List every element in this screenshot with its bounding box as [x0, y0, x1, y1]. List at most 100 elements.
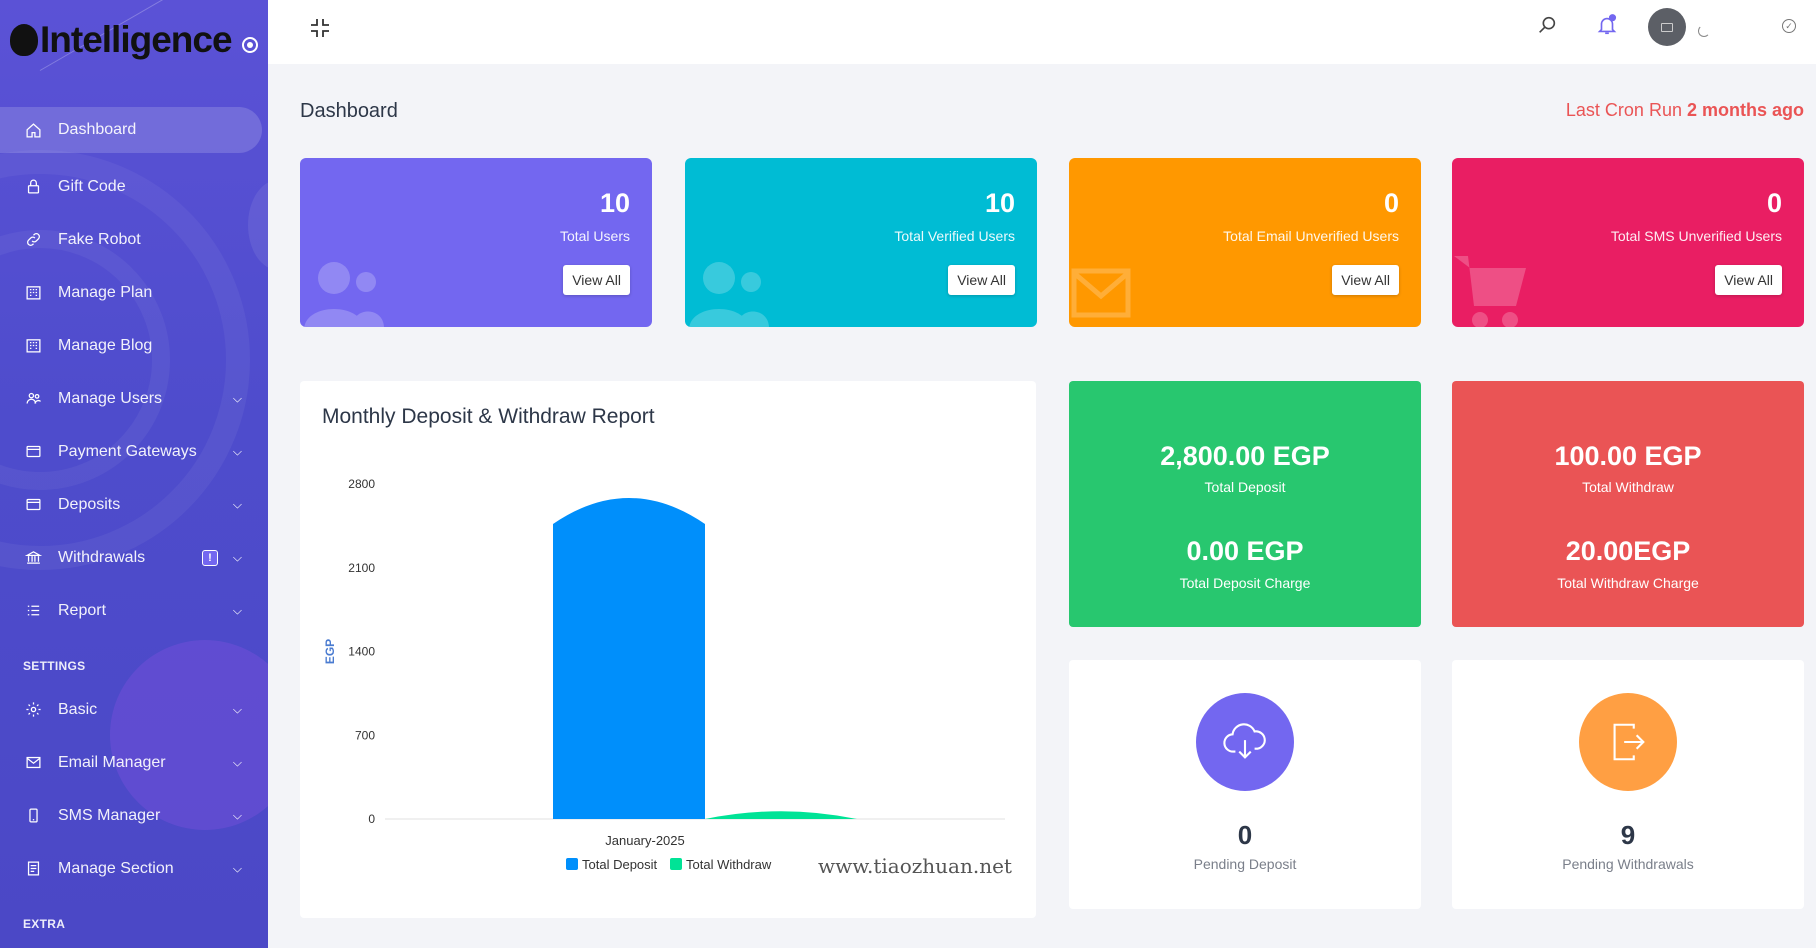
bar-total-withdraw	[705, 811, 857, 819]
topbar: ✓	[268, 0, 1816, 64]
view-all-button[interactable]: View All	[1715, 265, 1782, 295]
user-menu-chevron-icon[interactable]: ✓	[1782, 19, 1796, 33]
withdraw-charge-value: 20.00EGP	[1565, 536, 1691, 566]
chevron-down-icon: ⌵	[232, 391, 242, 405]
avatar-image-icon	[1661, 22, 1673, 32]
stat-card-sms-unverified: 0 Total SMS Unverified Users View All	[1452, 158, 1804, 327]
y-tick-label: 700	[355, 728, 375, 742]
apple-logo-icon	[10, 24, 38, 56]
cron-label: Last Cron Run	[1565, 100, 1682, 120]
sidebar-item-sms-manager[interactable]: SMS Manager ⌵	[0, 789, 268, 842]
cloud-download-icon	[1196, 693, 1294, 791]
card-icon	[24, 443, 42, 461]
document-icon	[24, 860, 42, 878]
deposit-charge-label: Total Deposit Charge	[1179, 575, 1311, 591]
sidebar-item-label: Manage Blog	[58, 336, 153, 354]
total-withdraw-value: 100.00 EGP	[1554, 441, 1702, 471]
total-deposit-value: 2,800.00 EGP	[1160, 441, 1330, 471]
cart-icon	[1454, 256, 1526, 327]
view-all-button[interactable]: View All	[1332, 265, 1399, 295]
bell-icon[interactable]	[1596, 14, 1618, 36]
x-tick-label: January-2025	[605, 833, 685, 848]
sidebar-item-payment-gateways[interactable]: Payment Gateways ⌵	[0, 425, 268, 478]
view-all-button[interactable]: View All	[948, 265, 1015, 295]
stat-label: Total SMS Unverified Users	[1610, 228, 1782, 244]
sidebar-decoration	[248, 180, 268, 270]
chart-title: Monthly Deposit & Withdraw Report	[322, 405, 655, 428]
sidebar-item-label: Report	[58, 601, 107, 619]
sidebar-decoration	[110, 640, 268, 830]
pending-withdrawals-label: Pending Withdrawals	[1562, 856, 1694, 872]
sidebar-toggle-icon[interactable]	[241, 37, 258, 53]
sidebar: Intelligence Dashboard Gift Code Fake Ro…	[0, 0, 268, 948]
sidebar-item-label: Manage Section	[58, 859, 174, 877]
avatar[interactable]	[1648, 8, 1686, 46]
pending-withdrawals-card[interactable]: 9 Pending Withdrawals	[1452, 660, 1804, 909]
users-icon	[304, 262, 384, 327]
sidebar-item-withdrawals[interactable]: Withdrawals ! ⌵	[0, 531, 268, 584]
building-icon	[24, 337, 42, 355]
sidebar-item-label: Fake Robot	[58, 230, 141, 248]
pending-deposit-card[interactable]: 0 Pending Deposit	[1069, 660, 1421, 909]
brand-logo[interactable]: Intelligence	[10, 16, 258, 64]
chevron-down-icon: ⌵	[232, 497, 242, 511]
deposit-withdraw-chart: 0 700 1400 2100 2800 EGP January-2025 Total Dep…	[323, 477, 1005, 872]
sidebar-item-email-manager[interactable]: Email Manager ⌵	[0, 736, 268, 789]
legend-swatch	[566, 858, 578, 870]
sidebar-item-label: Manage Plan	[58, 283, 153, 301]
deposit-charge-value: 0.00 EGP	[1186, 536, 1304, 566]
y-tick-label: 0	[368, 812, 375, 826]
link-icon	[24, 231, 42, 249]
sidebar-item-gift-code[interactable]: Gift Code	[0, 160, 268, 213]
sidebar-item-fake-robot[interactable]: Fake Robot	[0, 213, 268, 266]
y-axis-label: EGP	[323, 639, 337, 664]
users-icon	[689, 262, 769, 327]
stat-card-verified-users: 10 Total Verified Users View All	[685, 158, 1037, 327]
sidebar-item-report[interactable]: Report ⌵	[0, 584, 268, 637]
chevron-down-icon: ⌵	[232, 702, 242, 716]
sidebar-item-label: SMS Manager	[58, 806, 161, 824]
chevron-down-icon: ⌵	[232, 603, 242, 617]
sidebar-item-manage-users[interactable]: Manage Users ⌵	[0, 372, 268, 425]
view-all-button[interactable]: View All	[563, 265, 630, 295]
chevron-down-icon: ⌵	[232, 808, 242, 822]
home-icon	[24, 121, 42, 139]
stat-label: Total Users	[559, 228, 630, 244]
stat-card-total-users: 10 Total Users View All	[300, 158, 652, 327]
sidebar-item-basic[interactable]: Basic ⌵	[0, 683, 268, 736]
pending-deposit-label: Pending Deposit	[1193, 856, 1297, 872]
sidebar-item-manage-plan[interactable]: Manage Plan	[0, 266, 268, 319]
cron-status: Last Cron Run 2 months ago	[1566, 100, 1804, 121]
chevron-down-icon: ⌵	[232, 755, 242, 769]
card-icon	[24, 496, 42, 514]
sidebar-item-label: Deposits	[58, 495, 121, 513]
compress-icon[interactable]	[308, 16, 332, 40]
pending-deposit-value: 0	[1237, 820, 1253, 850]
search-icon[interactable]	[1536, 14, 1558, 36]
mail-icon	[24, 754, 42, 772]
phone-icon	[24, 807, 42, 825]
chart-card: Monthly Deposit & Withdraw Report 0 700 14…	[300, 381, 1036, 918]
sidebar-item-manage-blog[interactable]: Manage Blog	[0, 319, 268, 372]
bank-icon	[24, 549, 42, 567]
cron-value: 2 months ago	[1686, 100, 1804, 120]
summary-card-withdraw: 100.00 EGP Total Withdraw 20.00EGP Total…	[1452, 381, 1804, 627]
y-tick-label: 2800	[348, 477, 375, 491]
withdraw-charge-label: Total Withdraw Charge	[1557, 575, 1699, 591]
sidebar-item-label: Dashboard	[58, 121, 137, 138]
sidebar-item-manage-section[interactable]: Manage Section ⌵	[0, 842, 268, 895]
total-withdraw-label: Total Withdraw	[1582, 479, 1674, 495]
legend-entry: Total Deposit	[582, 857, 658, 872]
sidebar-item-label: Email Manager	[58, 753, 166, 771]
gear-icon	[24, 701, 42, 719]
sidebar-item-deposits[interactable]: Deposits ⌵	[0, 478, 268, 531]
watermark: www.tiaozhuan.net	[818, 854, 1012, 878]
bar-total-deposit	[553, 498, 705, 819]
chevron-down-icon: ⌵	[232, 550, 242, 564]
y-tick-label: 1400	[348, 645, 375, 659]
sidebar-section-title: EXTRA	[23, 917, 66, 931]
sidebar-item-dashboard[interactable]: Dashboard	[0, 107, 262, 153]
pending-withdrawals-value: 9	[1620, 820, 1636, 850]
stat-value: 0	[1383, 188, 1399, 218]
loading-spinner-icon	[1698, 25, 1710, 37]
